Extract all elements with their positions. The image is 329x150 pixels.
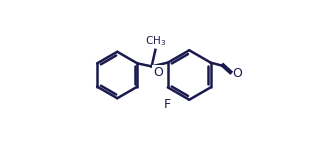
Text: F: F [164, 98, 171, 111]
Text: O: O [153, 66, 163, 79]
Text: O: O [232, 67, 242, 80]
Text: CH$_3$: CH$_3$ [145, 34, 166, 48]
